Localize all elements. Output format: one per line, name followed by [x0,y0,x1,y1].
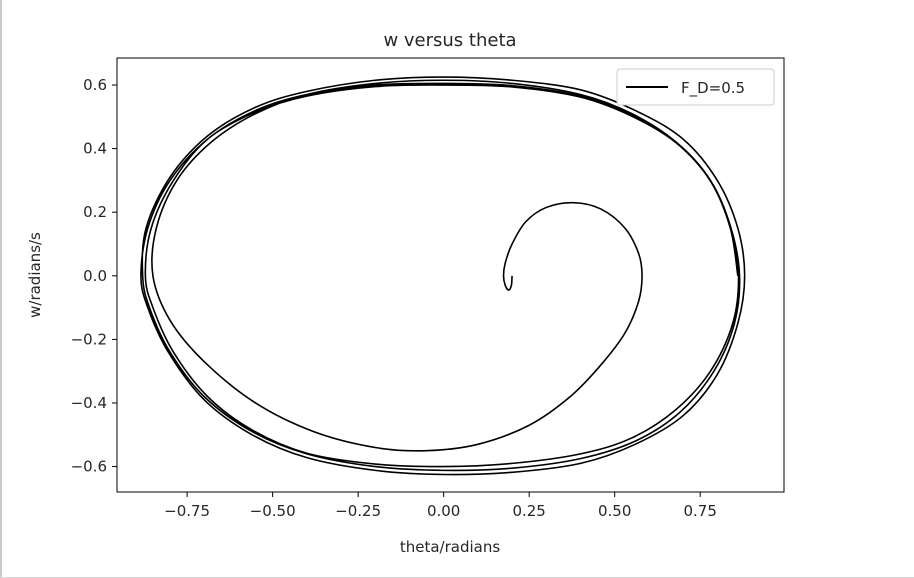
x-tick-label: −0.50 [250,502,296,520]
y-tick-label: 0.2 [83,203,107,221]
y-tick-label: −0.6 [71,458,107,476]
y-tick-label: 0.0 [83,267,107,285]
series-layer [140,76,746,476]
chart-title: w versus theta [383,30,516,51]
x-ticks: −0.75 −0.50 −0.25 0.00 0.25 0.50 0.75 [164,492,717,520]
series-line-0 [140,76,746,476]
plot-area: −0.75 −0.50 −0.25 0.00 0.25 0.50 0.75 0.60.40.… [71,57,785,520]
x-tick-label: −0.25 [335,502,381,520]
legend-label: F_D=0.5 [681,79,745,98]
y-tick-label: 0.4 [83,140,107,158]
y-tick-label: −0.4 [71,394,107,412]
x-tick-label: 0.00 [427,502,460,520]
y-tick-label: −0.2 [71,330,107,348]
x-tick-label: −0.75 [164,502,210,520]
y-tick-label: 0.6 [83,76,107,94]
x-tick-label: 0.25 [512,502,545,520]
legend-box [616,68,775,106]
x-axis-label: theta/radians [400,538,500,556]
x-tick-label: 0.50 [598,502,631,520]
legend: F_D=0.5 [616,68,775,106]
y-ticks: 0.6 0.4 0.2 0.0 −0.2 −0.4 −0.6 [71,76,117,476]
y-axis-label: w/radians/s [26,232,44,318]
window-left-border [0,0,2,578]
axes-frame [116,57,785,493]
x-tick-label: 0.75 [683,502,716,520]
